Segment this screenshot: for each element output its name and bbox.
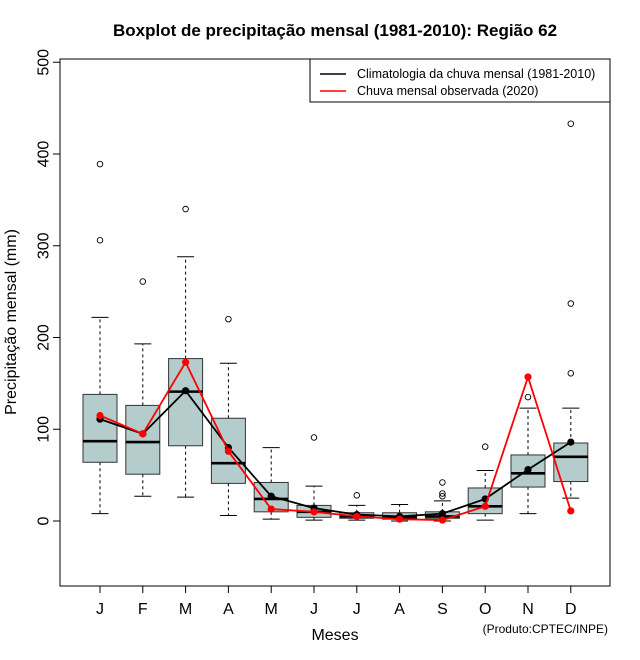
- x-tick-label: J: [310, 601, 318, 618]
- series-line: [99, 360, 572, 521]
- credit-text: (Produto:CPTEC/INPE): [483, 622, 608, 636]
- series-point: [524, 466, 532, 474]
- series-observed: [96, 358, 575, 524]
- series-point: [267, 505, 275, 513]
- x-tick-label: J: [96, 601, 104, 618]
- series-point: [438, 510, 446, 518]
- x-tick-label: O: [479, 601, 491, 618]
- x-axis-label: Meses: [311, 627, 358, 644]
- series-point: [567, 438, 575, 446]
- box-j-0: [82, 160, 118, 515]
- x-tick-label: D: [565, 601, 577, 618]
- series-point: [567, 507, 575, 515]
- chart-title: Boxplot de precipitação mensal (1981-201…: [113, 21, 557, 40]
- outlier-point: [353, 492, 361, 499]
- y-tick-label: 200: [36, 324, 53, 351]
- x-tick-label: N: [522, 601, 534, 618]
- y-tick-label: 500: [36, 49, 53, 76]
- series-point: [353, 512, 361, 521]
- series-point: [96, 411, 104, 420]
- box-iqr: [82, 393, 118, 463]
- y-tick-label: 100: [36, 416, 53, 443]
- series-point: [396, 515, 404, 523]
- box-iqr: [125, 404, 161, 475]
- y-axis: 0 100 200 300 400 500: [36, 49, 60, 525]
- box-a-3: [210, 315, 246, 516]
- series-point: [310, 508, 318, 516]
- x-tick-label: J: [353, 601, 361, 618]
- series-point: [182, 387, 190, 395]
- outlier-point: [567, 300, 575, 307]
- series-point: [224, 447, 232, 455]
- outlier-point: [567, 120, 575, 127]
- series-point: [524, 373, 532, 381]
- outlier-point: [567, 370, 575, 377]
- x-tick-label: A: [223, 601, 234, 618]
- series-point: [438, 516, 446, 524]
- x-tick-label: M: [179, 601, 192, 618]
- y-tick-label: 400: [36, 141, 53, 168]
- outlier-point: [96, 236, 104, 244]
- outlier-point: [439, 492, 446, 500]
- series-lines: [96, 358, 575, 524]
- series-point: [139, 430, 147, 438]
- series-point: [267, 492, 275, 500]
- x-tick-label: M: [265, 601, 278, 618]
- legend-label-climatology: Climatologia da chuva mensal (1981-2010): [357, 67, 595, 81]
- boxes: [82, 120, 589, 522]
- outlier-point: [96, 160, 104, 168]
- outlier-point: [439, 490, 446, 497]
- x-tick-label: A: [394, 601, 405, 618]
- y-axis-label: Precipitação mensal (mm): [3, 229, 20, 415]
- outlier-point: [439, 479, 446, 486]
- y-tick-label: 300: [36, 232, 53, 259]
- series-point: [481, 502, 489, 510]
- x-tick-label: F: [138, 601, 148, 618]
- outlier-point: [524, 393, 532, 401]
- legend-label-observed: Chuva mensal observada (2020): [357, 84, 538, 98]
- outlier-point: [310, 434, 318, 441]
- x-tick-label: S: [437, 601, 448, 618]
- series-point: [182, 358, 190, 366]
- outlier-point: [139, 278, 147, 285]
- box-f-1: [125, 278, 161, 497]
- outlier-point: [182, 205, 189, 213]
- legend: Climatologia da chuva mensal (1981-2010)…: [309, 58, 611, 103]
- outlier-point: [225, 315, 232, 323]
- box-m-2: [168, 205, 204, 498]
- y-tick-label: 0: [36, 516, 53, 525]
- outlier-point: [481, 443, 489, 450]
- legend-box: [309, 58, 611, 103]
- series-line: [99, 389, 572, 518]
